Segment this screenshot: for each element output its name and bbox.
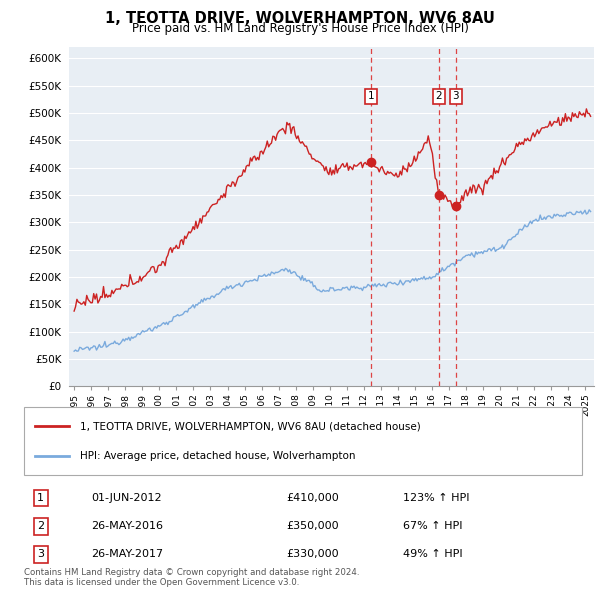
Text: Contains HM Land Registry data © Crown copyright and database right 2024.: Contains HM Land Registry data © Crown c… [24, 568, 359, 577]
Text: 26-MAY-2016: 26-MAY-2016 [91, 521, 163, 531]
Text: 3: 3 [37, 549, 44, 559]
Text: HPI: Average price, detached house, Wolverhampton: HPI: Average price, detached house, Wolv… [80, 451, 355, 461]
FancyBboxPatch shape [24, 407, 582, 475]
Text: 2: 2 [37, 521, 44, 531]
Text: £410,000: £410,000 [286, 493, 339, 503]
Text: 3: 3 [452, 91, 459, 101]
Text: 26-MAY-2017: 26-MAY-2017 [91, 549, 163, 559]
Text: 123% ↑ HPI: 123% ↑ HPI [403, 493, 470, 503]
Text: £330,000: £330,000 [286, 549, 339, 559]
Text: £350,000: £350,000 [286, 521, 339, 531]
Text: Price paid vs. HM Land Registry's House Price Index (HPI): Price paid vs. HM Land Registry's House … [131, 22, 469, 35]
Text: This data is licensed under the Open Government Licence v3.0.: This data is licensed under the Open Gov… [24, 578, 299, 587]
Text: 49% ↑ HPI: 49% ↑ HPI [403, 549, 463, 559]
Text: 2: 2 [436, 91, 442, 101]
Text: 67% ↑ HPI: 67% ↑ HPI [403, 521, 463, 531]
Text: 1, TEOTTA DRIVE, WOLVERHAMPTON, WV6 8AU (detached house): 1, TEOTTA DRIVE, WOLVERHAMPTON, WV6 8AU … [80, 421, 421, 431]
Text: 01-JUN-2012: 01-JUN-2012 [91, 493, 161, 503]
Text: 1, TEOTTA DRIVE, WOLVERHAMPTON, WV6 8AU: 1, TEOTTA DRIVE, WOLVERHAMPTON, WV6 8AU [105, 11, 495, 25]
Text: 1: 1 [37, 493, 44, 503]
Text: 1: 1 [368, 91, 374, 101]
